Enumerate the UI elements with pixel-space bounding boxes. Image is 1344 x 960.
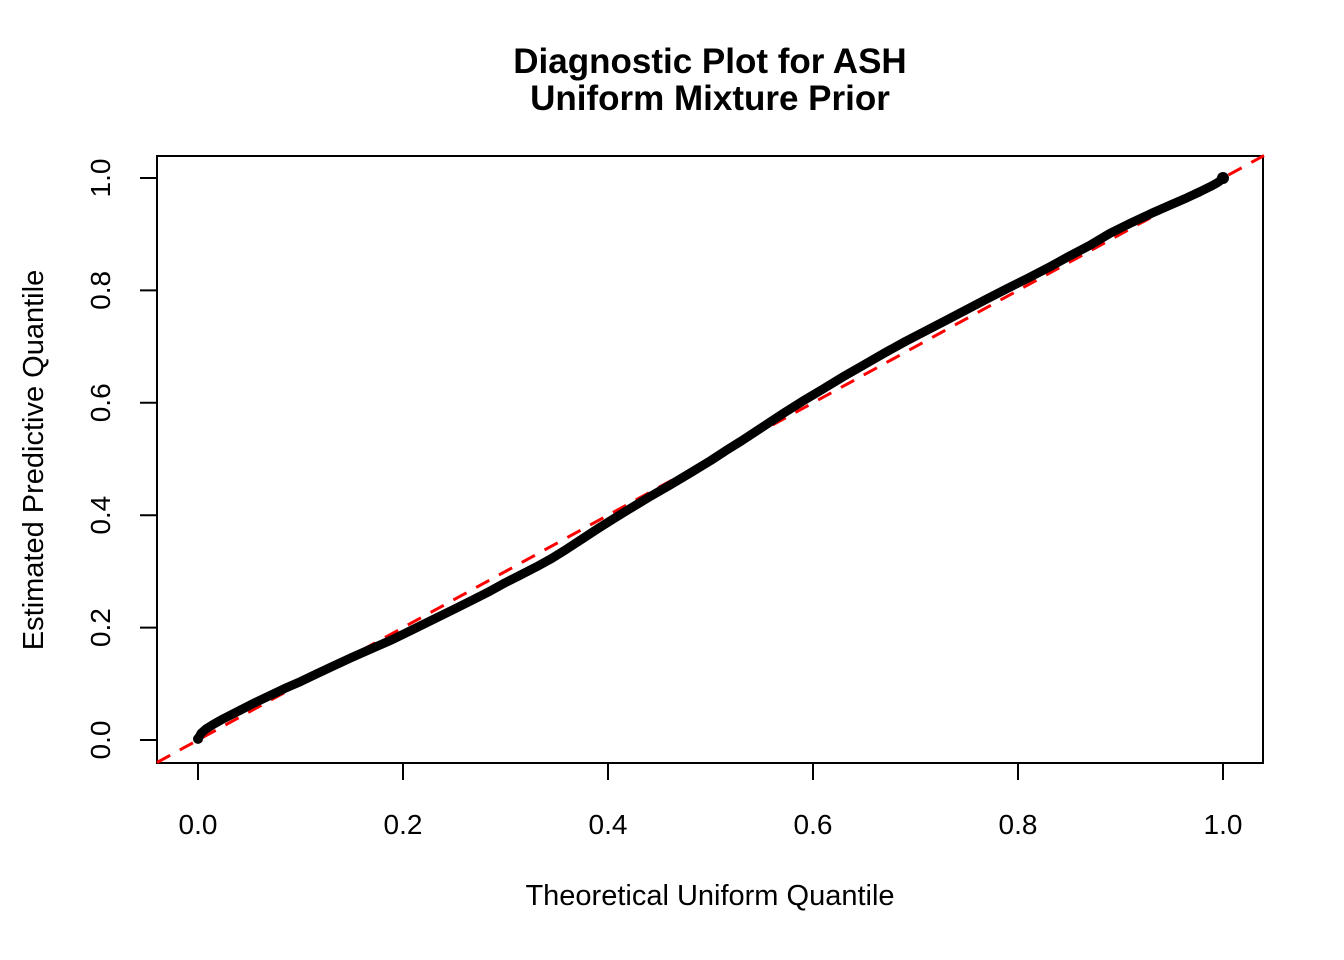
y-axis-tick-label: 0.8 (85, 271, 116, 310)
y-axis-tick-label: 0.6 (85, 383, 116, 422)
plot-series (156, 154, 1265, 764)
x-axis-label: Theoretical Uniform Quantile (525, 880, 894, 912)
y-axis-label: Estimated Predictive Quantile (18, 270, 50, 650)
y-axis-tick-label: 0.4 (85, 496, 116, 535)
x-axis-tick-label: 0.6 (794, 809, 833, 840)
x-axis-tick-label: 1.0 (1204, 809, 1243, 840)
plot-box-border (156, 155, 1264, 764)
plot-title: Diagnostic Plot for ASH (513, 42, 906, 81)
quantile-curve (193, 173, 1228, 744)
x-axis-tick-label: 0.4 (589, 809, 628, 840)
plot-subtitle: Uniform Mixture Prior (530, 79, 890, 118)
y-axis-tick-label: 0.2 (85, 608, 116, 647)
curve-end-point (1217, 172, 1229, 184)
x-axis-tick-label: 0.8 (999, 809, 1038, 840)
x-axis-tick-label: 0.2 (384, 809, 423, 840)
curve-start-point (193, 733, 203, 744)
x-axis-tick-label: 0.0 (179, 809, 218, 840)
y-axis-tick-label: 1.0 (85, 159, 116, 198)
plot-frame (156, 155, 1264, 764)
axis-ticks: 0.0 0.2 0.4 0.6 0.8 1.0 0.0 0.2 0.4 0.6 0.8 1.0 (85, 159, 1242, 840)
y-axis-tick-label: 0.0 (85, 721, 116, 760)
